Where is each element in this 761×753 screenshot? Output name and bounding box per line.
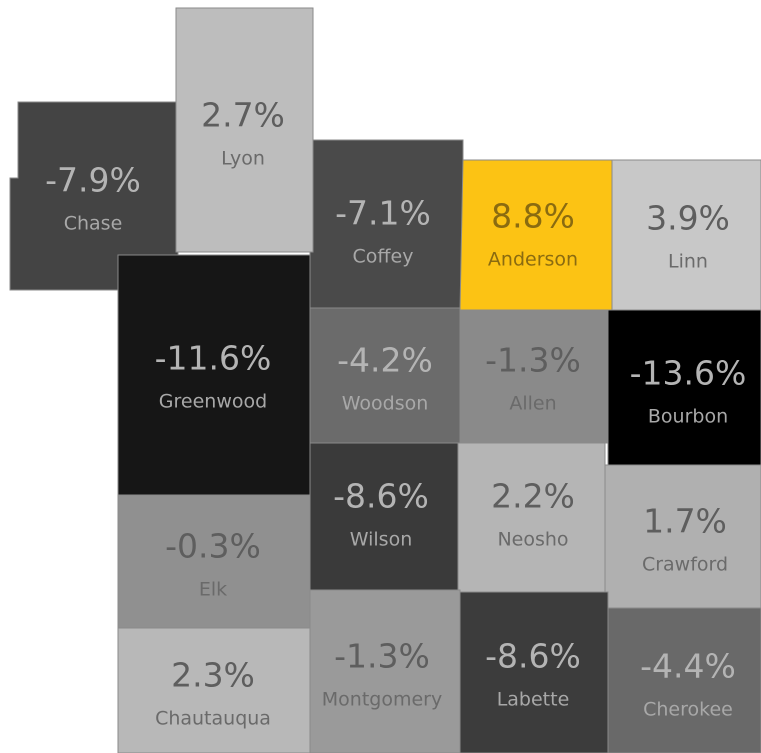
county (459, 591, 609, 753)
county (607, 309, 761, 466)
county (457, 442, 606, 593)
county-value: -11.6% (155, 339, 272, 378)
county-value: -7.1% (335, 194, 431, 233)
county-value: -7.9% (45, 161, 141, 200)
county-value: 8.8% (491, 197, 575, 236)
county-name: Greenwood (159, 391, 267, 413)
county-name: Labette (497, 689, 570, 711)
county-name: Montgomery (322, 689, 442, 711)
county-value: -8.6% (333, 477, 429, 516)
county-name: Chase (64, 213, 123, 235)
county-name: Elk (199, 579, 227, 601)
county-value: -1.3% (334, 637, 430, 676)
county-name: Crawford (642, 554, 728, 576)
county-value: 3.9% (646, 199, 730, 238)
county-name: Neosho (497, 529, 568, 551)
county-value: -4.2% (337, 341, 433, 380)
county-name: Anderson (488, 249, 578, 271)
county-value: -4.4% (640, 647, 736, 686)
county-value: 2.3% (171, 656, 255, 695)
county-name: Linn (668, 251, 708, 273)
county-value: -13.6% (630, 354, 747, 393)
county-name: Coffey (353, 246, 414, 268)
county (607, 607, 761, 753)
county-name: Lyon (221, 148, 265, 170)
county-name: Bourbon (648, 406, 728, 428)
county-value: -0.3% (165, 527, 261, 566)
county (604, 464, 761, 609)
county-value: 2.7% (201, 96, 285, 135)
county (117, 627, 311, 753)
county (611, 159, 761, 311)
county-name: Allen (509, 393, 556, 415)
county-name: Chautauqua (155, 708, 271, 730)
county (309, 442, 459, 591)
county-name: Woodson (342, 393, 429, 415)
county (309, 589, 461, 753)
county-value: -1.3% (485, 341, 581, 380)
county-value: 1.7% (643, 502, 727, 541)
county-name: Cherokee (643, 699, 733, 721)
county-value: 2.2% (491, 477, 575, 516)
county-name: Wilson (350, 529, 413, 551)
county-value: -8.6% (485, 637, 581, 676)
